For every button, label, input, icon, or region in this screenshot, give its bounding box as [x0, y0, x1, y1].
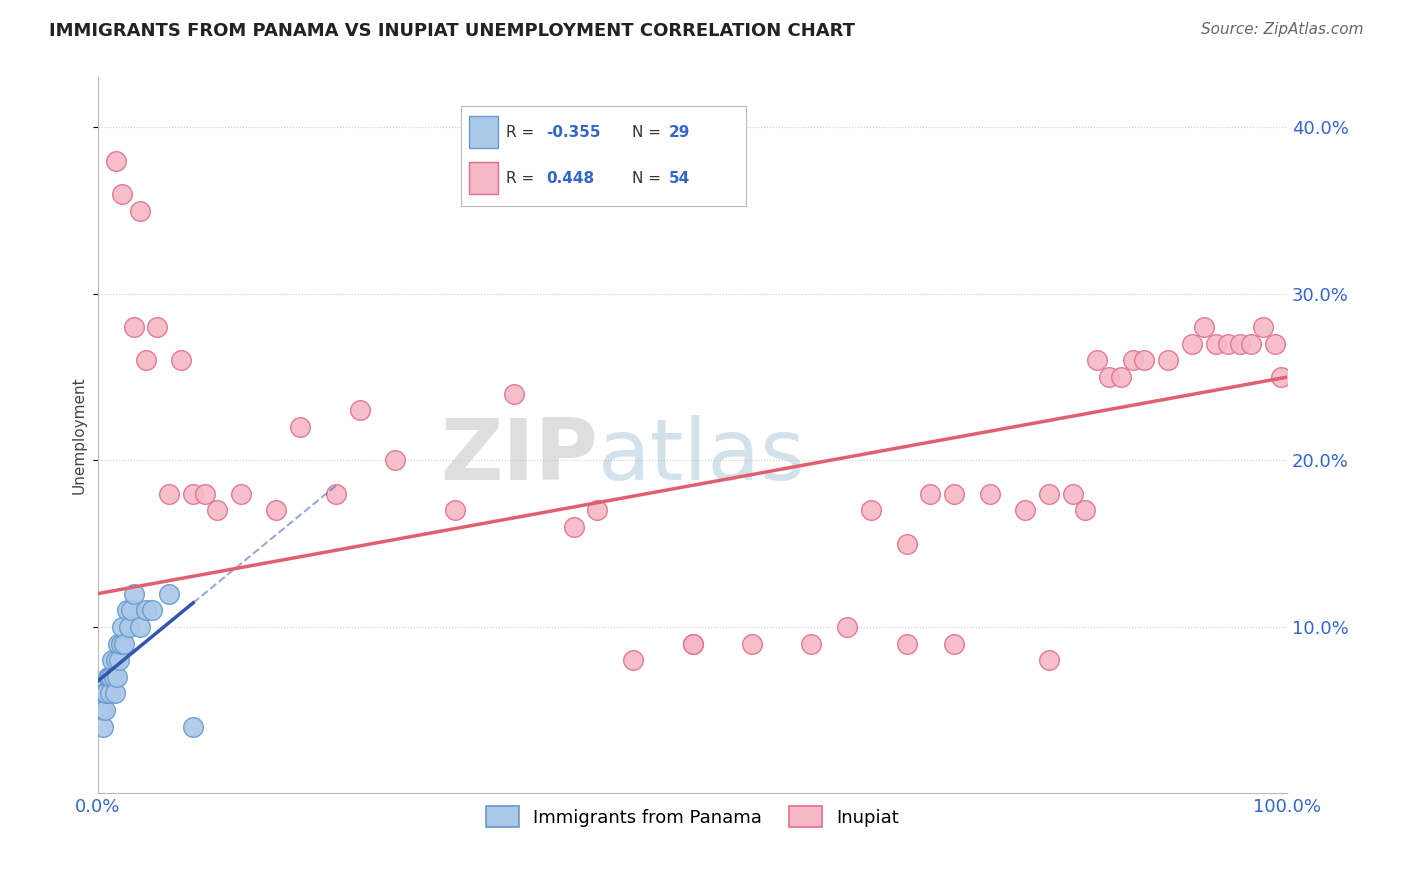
Point [128, 203, 150, 218]
Point [96, 686, 118, 700]
Point [100, 670, 122, 684]
Point [682, 636, 704, 650]
Point [741, 636, 763, 650]
Point [503, 386, 526, 401]
Point [837, 620, 859, 634]
Point [229, 486, 252, 500]
Point [170, 353, 193, 368]
Point [108, 653, 131, 667]
Point [104, 653, 127, 667]
Point [105, 670, 128, 684]
Point [111, 186, 134, 201]
Point [135, 353, 157, 368]
Point [943, 486, 966, 500]
Point [1253, 320, 1275, 334]
Point [94, 703, 117, 717]
Point [122, 586, 145, 600]
Point [205, 503, 228, 517]
Point [621, 653, 644, 667]
Point [920, 486, 942, 500]
Point [120, 603, 142, 617]
Point [128, 620, 150, 634]
Point [141, 603, 163, 617]
Point [586, 503, 609, 517]
Point [107, 636, 129, 650]
Point [96, 670, 118, 684]
Point [1109, 370, 1132, 384]
Point [181, 720, 204, 734]
Point [181, 486, 204, 500]
Point [115, 603, 138, 617]
Y-axis label: Unemployment: Unemployment [72, 376, 86, 494]
Point [98, 686, 121, 700]
Point [101, 653, 124, 667]
Point [110, 636, 132, 650]
Point [1074, 503, 1097, 517]
Text: Source: ZipAtlas.com: Source: ZipAtlas.com [1201, 22, 1364, 37]
Text: ZIP: ZIP [440, 416, 598, 499]
Point [443, 503, 465, 517]
Point [562, 520, 585, 534]
Point [135, 603, 157, 617]
Point [103, 670, 125, 684]
Point [290, 420, 312, 434]
Point [1229, 336, 1251, 351]
Point [1038, 653, 1060, 667]
Point [146, 320, 169, 334]
Point [157, 586, 180, 600]
Text: atlas: atlas [598, 416, 806, 499]
Point [1192, 320, 1215, 334]
Point [979, 486, 1001, 500]
Point [104, 153, 127, 168]
Point [943, 636, 966, 650]
Point [1264, 336, 1286, 351]
Point [1181, 336, 1204, 351]
Point [1098, 370, 1121, 384]
Point [194, 486, 217, 500]
Point [859, 503, 882, 517]
Point [89, 703, 111, 717]
Point [1038, 486, 1060, 500]
Text: IMMIGRANTS FROM PANAMA VS INUPIAT UNEMPLOYMENT CORRELATION CHART: IMMIGRANTS FROM PANAMA VS INUPIAT UNEMPL… [49, 22, 855, 40]
Legend: Immigrants from Panama, Inupiat: Immigrants from Panama, Inupiat [479, 799, 905, 834]
Point [1157, 353, 1180, 368]
Point [384, 453, 406, 467]
Point [1062, 486, 1084, 500]
Point [93, 686, 115, 700]
Point [1205, 336, 1227, 351]
Point [1216, 336, 1239, 351]
Point [90, 703, 112, 717]
Point [112, 636, 135, 650]
Point [682, 636, 704, 650]
Point [1121, 353, 1143, 368]
Point [104, 686, 127, 700]
Point [1240, 336, 1263, 351]
Point [800, 636, 823, 650]
Point [1085, 353, 1108, 368]
Point [1270, 370, 1292, 384]
Point [118, 620, 141, 634]
Point [896, 636, 918, 650]
Point [1133, 353, 1156, 368]
Point [157, 486, 180, 500]
Point [325, 486, 347, 500]
Point [266, 503, 288, 517]
Point [91, 720, 114, 734]
Point [349, 403, 371, 417]
Point [1014, 503, 1036, 517]
Point [97, 670, 120, 684]
Point [111, 620, 134, 634]
Point [122, 320, 145, 334]
Point [896, 536, 918, 550]
